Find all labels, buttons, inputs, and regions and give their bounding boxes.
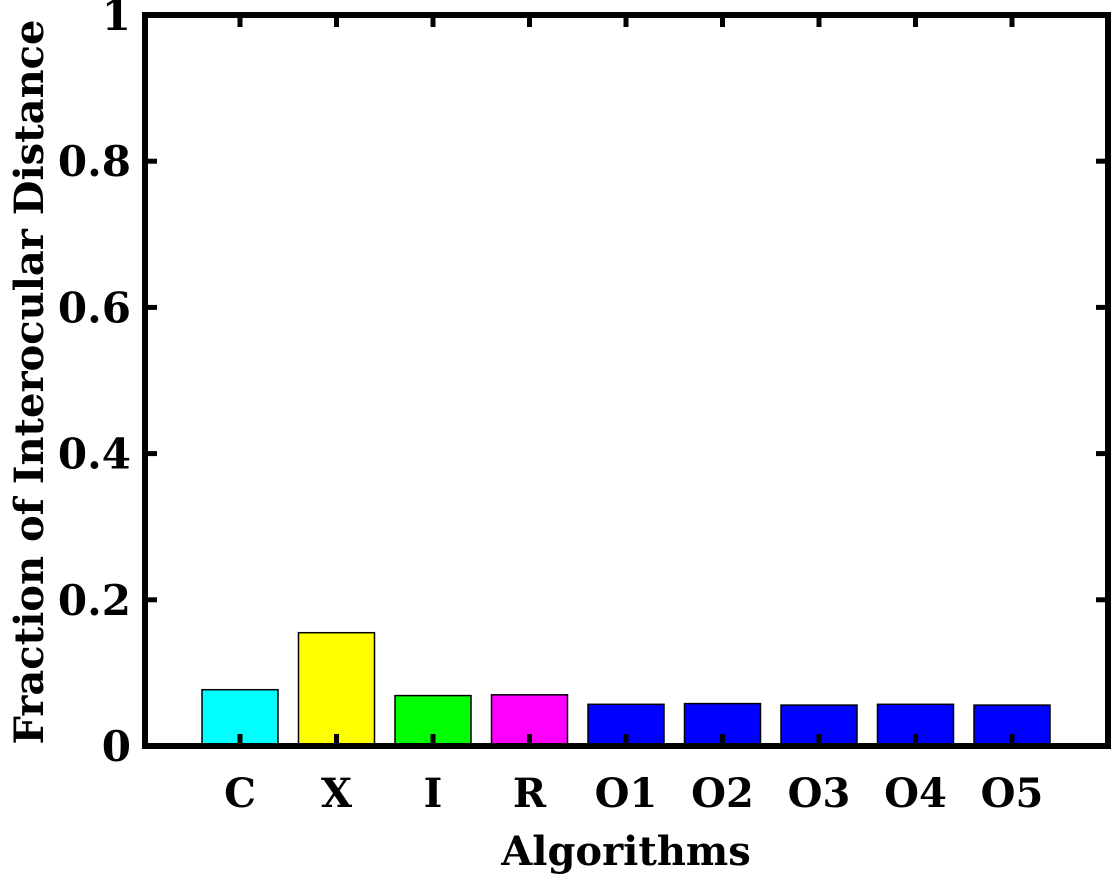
plot-frame: [142, 12, 1111, 749]
bar-x: [297, 631, 376, 747]
x-tick-label-r: R: [513, 770, 547, 817]
y-tick-label-5: 1: [102, 0, 131, 40]
y-tick-label-3: 0.6: [58, 283, 131, 332]
x-tick-label-o2: O2: [691, 770, 754, 817]
y-ticks-layer: 0 0.2 0.4 0.6 0.8 1: [58, 0, 1108, 771]
x-tick-label-o4: O4: [884, 770, 947, 817]
y-tick-label-4: 0.8: [58, 137, 131, 186]
x-tick-label-c: C: [224, 770, 256, 817]
x-tick-label-o3: O3: [788, 770, 851, 817]
x-tick-label-o5: O5: [981, 770, 1044, 817]
x-tick-label-o1: O1: [595, 770, 658, 817]
x-tick-label-i: I: [424, 770, 443, 817]
y-tick-label-1: 0.2: [58, 576, 131, 625]
x-tick-labels-layer: C X I R O1 O2 O3 O4 O5: [224, 770, 1043, 817]
y-axis-label: Fraction of Interocular Distance: [6, 20, 53, 745]
x-tick-label-x: X: [321, 770, 352, 817]
x-axis-label: Algorithms: [500, 828, 751, 875]
y-tick-label-2: 0.4: [58, 430, 131, 479]
bars-layer: [201, 631, 1051, 747]
y-tick-label-0: 0: [102, 722, 131, 771]
